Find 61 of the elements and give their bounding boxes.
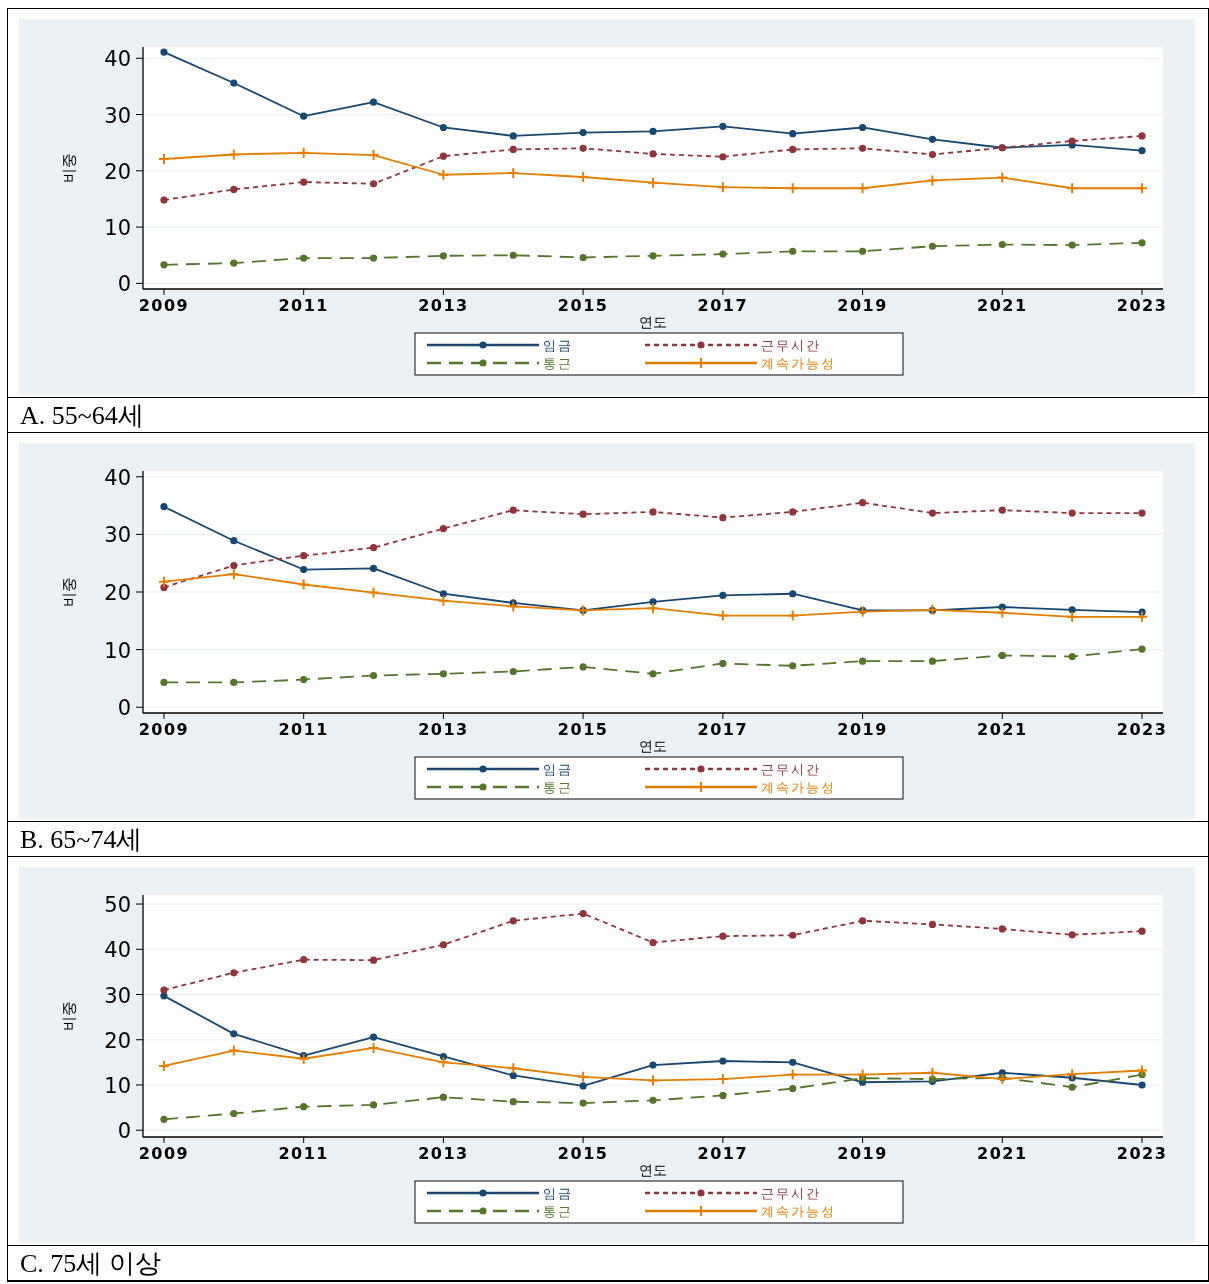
x-tick-label: 2017 bbox=[697, 296, 749, 315]
y-tick-label: 50 bbox=[104, 893, 131, 918]
y-tick-label: 10 bbox=[104, 216, 131, 241]
y-tick-label: 0 bbox=[117, 272, 131, 297]
x-tick-label: 2013 bbox=[418, 296, 469, 315]
text: C. 75세 이상 bbox=[8, 1246, 1208, 1281]
x-tick-label: 2015 bbox=[557, 1144, 609, 1163]
text: 계속가능성 bbox=[761, 1204, 836, 1219]
text: 통근 bbox=[543, 356, 573, 371]
text: 임금 bbox=[543, 762, 573, 777]
y-tick-label: 40 bbox=[104, 938, 131, 963]
x-tick-label: 2023 bbox=[1116, 720, 1168, 739]
y-axis-title: 비중 bbox=[60, 153, 78, 183]
x-axis-title: 연도 bbox=[639, 314, 667, 330]
text: 임금 bbox=[543, 338, 573, 353]
x-tick-label: 2013 bbox=[418, 720, 469, 739]
y-axis-title: 비중 bbox=[60, 577, 78, 607]
y-tick-label: 20 bbox=[104, 159, 131, 184]
x-tick-label: 2019 bbox=[837, 720, 888, 739]
x-axis-title: 연도 bbox=[639, 1162, 667, 1178]
y-tick-label: 30 bbox=[104, 523, 131, 548]
text: 계속가능성 bbox=[761, 356, 836, 371]
x-axis-title: 연도 bbox=[639, 738, 667, 754]
x-tick-label: 2021 bbox=[977, 1144, 1028, 1163]
x-tick-label: 2015 bbox=[557, 720, 609, 739]
x-tick-label: 2009 bbox=[138, 1144, 190, 1163]
x-tick-label: 2013 bbox=[418, 1144, 469, 1163]
y-tick-label: 40 bbox=[104, 47, 131, 72]
x-tick-label: 2011 bbox=[278, 1144, 329, 1163]
x-tick-label: 2015 bbox=[557, 296, 609, 315]
y-tick-label: 10 bbox=[104, 1073, 131, 1098]
text: 통근 bbox=[543, 780, 573, 795]
x-tick-label: 2011 bbox=[278, 296, 329, 315]
text: B. 65~74세 bbox=[8, 822, 1208, 857]
x-tick-label: 2009 bbox=[138, 296, 190, 315]
x-tick-label: 2009 bbox=[138, 720, 190, 739]
x-tick-label: 2021 bbox=[977, 720, 1028, 739]
y-tick-label: 30 bbox=[104, 983, 131, 1008]
y-tick-label: 30 bbox=[104, 103, 131, 128]
x-tick-label: 2019 bbox=[837, 1144, 888, 1163]
x-tick-label: 2021 bbox=[977, 296, 1028, 315]
x-tick-label: 2017 bbox=[697, 1144, 749, 1163]
text: 통근 bbox=[543, 1204, 573, 1219]
text: 계속가능성 bbox=[761, 780, 836, 795]
text: A. 55~64세 bbox=[8, 398, 1208, 433]
x-tick-label: 2023 bbox=[1116, 1144, 1168, 1163]
y-tick-label: 40 bbox=[104, 465, 131, 490]
text: 근무시간 bbox=[761, 1186, 821, 1201]
x-tick-label: 2011 bbox=[278, 720, 329, 739]
y-axis-title: 비중 bbox=[60, 1001, 78, 1031]
y-tick-label: 20 bbox=[104, 581, 131, 605]
y-tick-label: 10 bbox=[104, 638, 131, 663]
x-tick-label: 2019 bbox=[837, 296, 888, 315]
y-tick-label: 0 bbox=[117, 1119, 131, 1144]
x-tick-label: 2017 bbox=[697, 720, 749, 739]
y-tick-label: 0 bbox=[117, 696, 131, 721]
text: 임금 bbox=[543, 1186, 573, 1201]
y-tick-label: 20 bbox=[104, 1028, 131, 1053]
x-tick-label: 2023 bbox=[1116, 296, 1168, 315]
text: 근무시간 bbox=[761, 338, 821, 353]
text: 근무시간 bbox=[761, 762, 821, 777]
